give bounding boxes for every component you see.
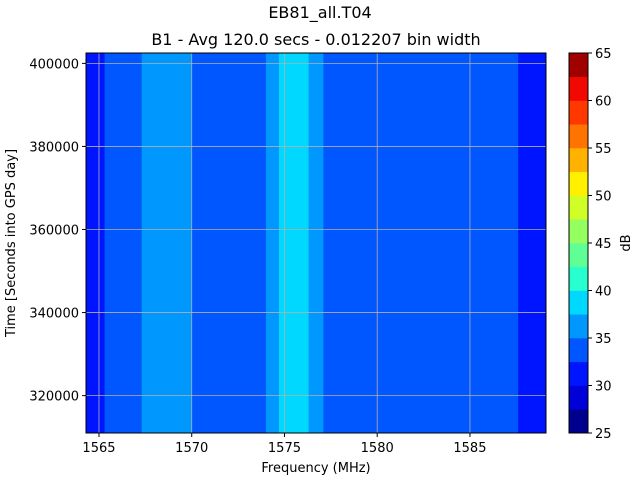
colorbar-level-9 bbox=[569, 195, 588, 220]
colorbar-level-4 bbox=[569, 314, 588, 339]
x-tick-label-0: 1565 bbox=[82, 441, 115, 456]
colorbar-level-10 bbox=[569, 171, 588, 196]
colorbar-level-11 bbox=[569, 148, 588, 173]
colorbar-level-15 bbox=[569, 53, 588, 78]
colorbar-tick-label-3: 40 bbox=[595, 285, 612, 300]
frequency-band-6 bbox=[308, 53, 324, 433]
colorbar-level-0 bbox=[569, 409, 588, 434]
y-tick-label-4: 400000 bbox=[29, 57, 79, 72]
frequency-band-8 bbox=[518, 53, 546, 433]
frequency-band-5 bbox=[278, 53, 310, 433]
y-axis-label: Time [Seconds into GPS day] bbox=[4, 149, 19, 338]
colorbar-level-3 bbox=[569, 338, 588, 363]
colorbar-ticks: 25 30 35 40 45 50 55 60 65 bbox=[588, 47, 612, 442]
x-tick-label-4: 1585 bbox=[453, 441, 486, 456]
y-tick-label-3: 380000 bbox=[29, 140, 79, 155]
colorbar-level-14 bbox=[569, 76, 588, 101]
frequency-band-0 bbox=[86, 53, 106, 433]
frequency-band-2 bbox=[141, 53, 193, 433]
frequency-bands bbox=[86, 53, 546, 433]
colorbar-tick-label-8: 65 bbox=[595, 47, 612, 62]
colorbar-label: dB bbox=[619, 234, 634, 251]
colorbar-level-7 bbox=[569, 243, 588, 268]
frequency-band-7 bbox=[323, 53, 519, 433]
colorbar bbox=[569, 53, 588, 434]
grid-lines bbox=[86, 53, 546, 433]
chart-title: EB81_all.T04 bbox=[268, 3, 371, 23]
x-axis-label: Frequency (MHz) bbox=[261, 461, 370, 476]
frequency-band-4 bbox=[265, 53, 280, 433]
colorbar-level-8 bbox=[569, 219, 588, 244]
y-tick-label-2: 360000 bbox=[29, 224, 79, 239]
plot-area bbox=[86, 53, 546, 433]
colorbar-tick-label-5: 50 bbox=[595, 190, 612, 205]
x-tick-label-2: 1575 bbox=[268, 441, 301, 456]
colorbar-tick-label-7: 60 bbox=[595, 95, 612, 110]
y-axis: 320000 340000 360000 380000 400000 bbox=[29, 57, 86, 405]
y-tick-label-0: 320000 bbox=[29, 390, 79, 405]
colorbar-tick-label-6: 55 bbox=[595, 142, 612, 157]
colorbar-tick-label-2: 35 bbox=[595, 332, 612, 347]
colorbar-level-1 bbox=[569, 385, 588, 410]
colorbar-level-5 bbox=[569, 290, 588, 315]
chart-subtitle: B1 - Avg 120.0 secs - 0.012207 bin width bbox=[151, 30, 480, 49]
x-tick-label-3: 1580 bbox=[361, 441, 394, 456]
colorbar-tick-label-1: 30 bbox=[595, 380, 612, 395]
y-tick-label-1: 340000 bbox=[29, 307, 79, 322]
colorbar-tick-label-0: 25 bbox=[595, 427, 612, 442]
colorbar-level-2 bbox=[569, 361, 588, 386]
x-axis: 1565 1570 1575 1580 1585 bbox=[82, 433, 486, 456]
plot-frame bbox=[85, 52, 547, 434]
colorbar-tick-label-4: 45 bbox=[595, 237, 612, 252]
colorbar-level-13 bbox=[569, 100, 588, 125]
frequency-band-1 bbox=[104, 53, 143, 433]
x-tick-label-1: 1570 bbox=[175, 441, 208, 456]
frequency-band-3 bbox=[191, 53, 267, 433]
colorbar-level-6 bbox=[569, 266, 588, 291]
colorbar-level-12 bbox=[569, 124, 588, 149]
